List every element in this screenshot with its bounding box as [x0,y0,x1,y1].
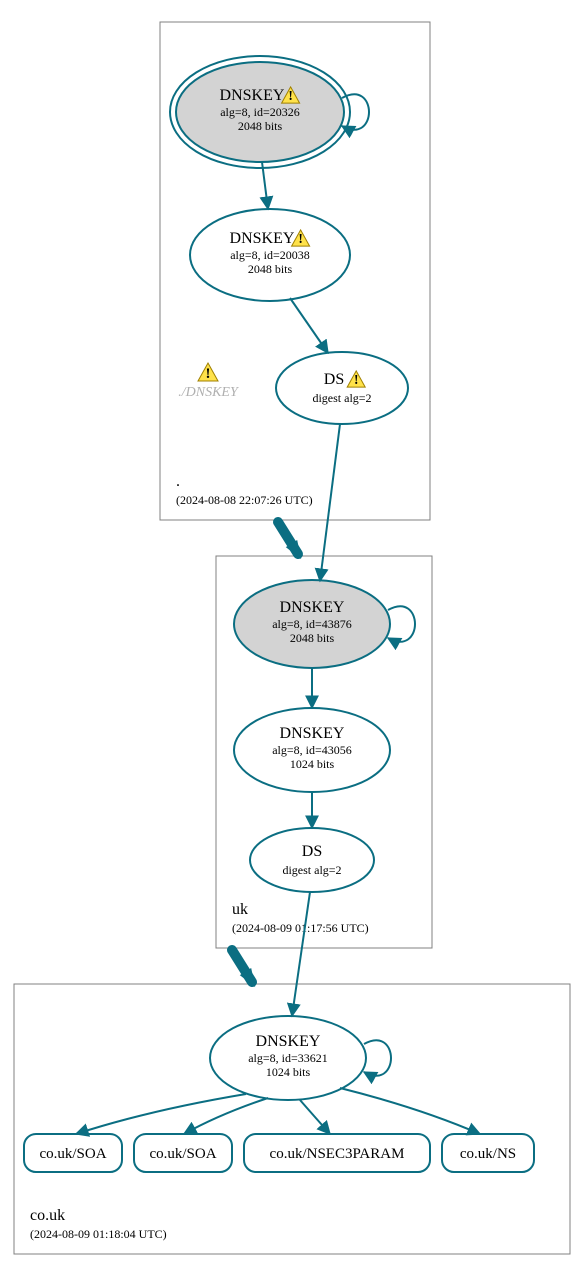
leaf-label: co.uk/SOA [39,1146,106,1162]
node-line3: 2048 bits [290,631,335,645]
edge [300,1100,330,1134]
edge [340,1088,480,1134]
node-line2: alg=8, id=20326 [220,105,300,119]
svg-text:!: ! [354,372,359,387]
node-root_zsk: DNSKEY! alg=8, id=200382048 bits [190,209,350,301]
edge [262,162,268,209]
svg-text:!: ! [298,231,303,246]
node-line2: digest alg=2 [312,391,371,405]
zone-timestamp-uk: (2024-08-09 01:17:56 UTC) [232,921,369,935]
leaf-record: co.uk/NS [442,1134,534,1172]
node-line3: 1024 bits [266,1065,311,1079]
node-root_ksk: DNSKEY! alg=8, id=203262048 bits [170,56,369,168]
zone-transition-arrow [232,950,255,987]
edge [290,298,328,353]
zone-label-couk: co.uk [30,1207,65,1224]
node-title: DNSKEY [256,1033,321,1050]
edge [292,892,310,1016]
leaf-record: co.uk/SOA [134,1134,232,1172]
node-line3: 2048 bits [248,262,293,276]
node-line3: 1024 bits [290,757,335,771]
node-line2: alg=8, id=33621 [248,1051,328,1065]
zone-label-root: . [176,473,180,490]
node-line2: alg=8, id=20038 [230,248,310,262]
edge [76,1094,246,1134]
node-title: DNSKEY [220,87,285,104]
leaf-label: co.uk/NS [460,1146,516,1162]
self-loop [364,1040,391,1075]
node-root_ds: DS! digest alg=2 [276,352,408,424]
leaf-label: co.uk/SOA [149,1146,216,1162]
node-title: DNSKEY [280,599,345,616]
zone-label-uk: uk [232,901,248,918]
node-title: DS [302,843,322,860]
node-title: DS [324,371,344,388]
svg-text:./DNSKEY: ./DNSKEY [178,385,240,400]
leaf-label: co.uk/NSEC3PARAM [270,1146,405,1162]
node-line2: digest alg=2 [282,863,341,877]
node-line2: alg=8, id=43056 [272,743,352,757]
node-title: DNSKEY [280,725,345,742]
self-loop [342,94,369,129]
svg-text:!: ! [206,366,211,382]
zone-transition-arrow [278,522,301,559]
node-line2: alg=8, id=43876 [272,617,352,631]
node-title: DNSKEY [230,230,295,247]
node-uk_zsk: DNSKEYalg=8, id=430561024 bits [234,708,390,792]
self-loop [388,606,415,641]
node-uk_ds: DS digest alg=2 [250,828,374,892]
ghost-node: ! ./DNSKEY [178,363,240,400]
node-couk_dnskey: DNSKEYalg=8, id=336211024 bits [210,1016,391,1100]
zone-timestamp-couk: (2024-08-09 01:18:04 UTC) [30,1227,167,1241]
zone-timestamp-root: (2024-08-08 22:07:26 UTC) [176,493,313,507]
warning-icon: ! [198,363,218,382]
edge [320,424,340,581]
leaf-record: co.uk/NSEC3PARAM [244,1134,430,1172]
node-line3: 2048 bits [238,119,283,133]
node-uk_ksk: DNSKEYalg=8, id=438762048 bits [234,580,415,668]
leaf-record: co.uk/SOA [24,1134,122,1172]
svg-text:!: ! [288,88,293,103]
